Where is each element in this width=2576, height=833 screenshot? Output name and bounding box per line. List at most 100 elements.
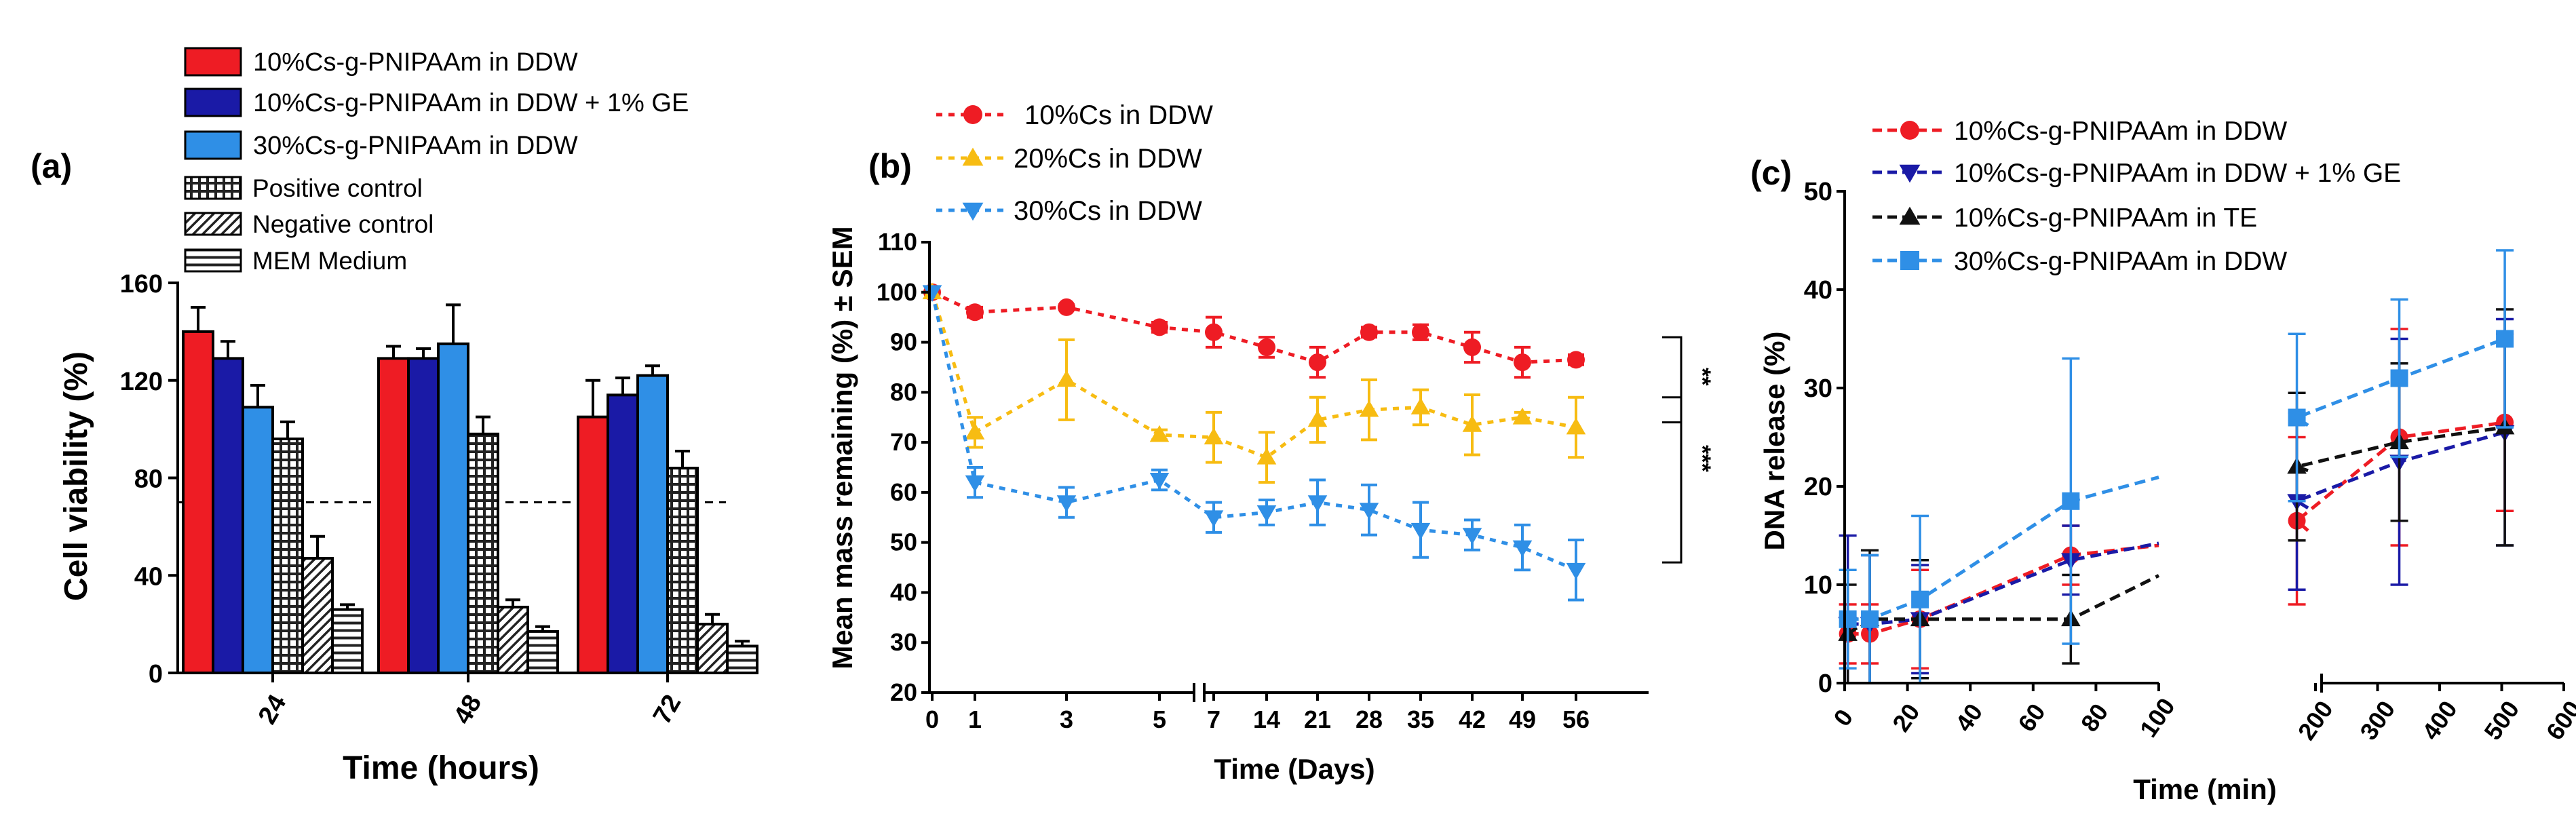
y-tick-label: 20 <box>890 678 917 706</box>
legend-swatch <box>184 176 242 200</box>
panel-c-legend: 10%Cs-g-PNIPAAm in DDW 10%Cs-g-PNIPAAm in… <box>1872 117 2401 276</box>
data-point <box>1056 495 1077 512</box>
x-tick-label: 0 <box>1828 704 1858 731</box>
x-tick-label: 24 <box>253 690 292 729</box>
bar <box>212 357 244 674</box>
y-tick-label: 160 <box>120 270 163 298</box>
x-tick-label: 7 <box>1207 705 1220 733</box>
data-point <box>965 475 985 492</box>
data-point <box>1205 323 1223 341</box>
bar <box>467 432 499 674</box>
bar <box>666 467 699 674</box>
panel-b-line-chart: (b) 10%Cs in DDW 20%Cs in DDW 30%Cs in DDW… <box>826 100 1715 785</box>
panel-a-label: (a) <box>31 147 72 185</box>
bar <box>696 623 729 674</box>
data-point <box>1149 425 1170 442</box>
x-tick-label: 400 <box>2417 695 2463 745</box>
y-tick-label: 20 <box>1804 473 1832 501</box>
panel-b-x-axis-title: Time (Days) <box>1214 753 1374 785</box>
panel-b-significance-brackets: ** *** <box>1662 336 1715 564</box>
y-tick-label: 30 <box>890 628 917 656</box>
series-line-left <box>1847 574 2160 636</box>
legend-label: Positive control <box>252 174 423 202</box>
x-tick-label: 14 <box>1253 705 1280 733</box>
data-point <box>1412 323 1429 341</box>
data-point <box>1204 427 1224 445</box>
data-point <box>1462 528 1482 545</box>
y-tick-label: 40 <box>1804 276 1832 305</box>
legend-label: 10%Cs-g-PNIPAAm in DDW <box>1954 117 2287 146</box>
y-tick-label: 90 <box>890 328 917 356</box>
data-point <box>922 285 942 303</box>
y-tick-label: 120 <box>120 368 163 396</box>
y-tick-label: 10 <box>1804 571 1832 600</box>
data-point <box>2496 330 2514 348</box>
bar <box>726 644 758 674</box>
data-point <box>1360 323 1378 341</box>
x-tick-label: 35 <box>1407 705 1434 733</box>
x-tick-label: 100 <box>2134 693 2180 742</box>
data-point <box>1512 540 1533 558</box>
x-tick-label: 60 <box>2012 699 2051 737</box>
x-tick-label: 300 <box>2354 695 2400 745</box>
data-point <box>1359 400 1379 417</box>
bar <box>437 342 469 674</box>
bar <box>377 357 410 674</box>
x-tick-label: 28 <box>1356 705 1383 733</box>
bar <box>577 415 609 674</box>
panel-c-y-axis-title: DNA release (%) <box>1758 332 1790 551</box>
data-point <box>1058 298 1075 316</box>
bar <box>636 374 669 674</box>
legend-label: 20%Cs in DDW <box>1014 144 1202 174</box>
x-tick-label: 500 <box>2478 695 2524 745</box>
legend-label: 10%Cs-g-PNIPAAm in DDW + 1% GE <box>253 89 689 117</box>
x-tick-label: 5 <box>1153 705 1166 733</box>
y-tick-label: 0 <box>1818 670 1832 698</box>
panel-c-series <box>1838 249 2515 684</box>
legend-marker <box>1899 164 1921 183</box>
data-point <box>1307 410 1328 427</box>
data-point <box>1514 353 1531 372</box>
x-tick-label: 600 <box>2541 695 2576 745</box>
data-point <box>1911 590 1929 608</box>
data-point <box>1204 510 1224 528</box>
data-point <box>1839 610 1857 628</box>
bracket <box>1662 336 1683 424</box>
series-line-left <box>1847 541 2159 626</box>
bar <box>242 406 274 674</box>
series-line-right <box>2292 430 2505 510</box>
panel-a-x-axis-title: Time (hours) <box>343 750 539 786</box>
bar <box>407 357 440 674</box>
significance-triple-star: *** <box>1689 445 1715 472</box>
y-tick-label: 0 <box>149 660 163 689</box>
legend-label: 30%Cs-g-PNIPAAm in DDW <box>1954 247 2287 276</box>
bar <box>182 330 214 674</box>
data-point <box>2062 492 2080 510</box>
x-tick-label: 49 <box>1509 705 1536 733</box>
series-line <box>930 292 1577 460</box>
x-tick-label: 200 <box>2292 695 2339 745</box>
data-point <box>1258 338 1275 356</box>
bar <box>526 629 559 674</box>
legend-swatch <box>184 248 242 273</box>
panel-c-line-chart: (c) 10%Cs-g-PNIPAAm in DDW10%Cs-g-PNIPAA… <box>1750 117 2576 805</box>
data-point <box>1151 318 1168 336</box>
data-point <box>1410 522 1431 540</box>
panel-c-x-axis-title: Time (min) <box>2133 773 2277 805</box>
x-tick-label: 48 <box>448 690 488 729</box>
significance-double-star: ** <box>1689 368 1715 386</box>
y-tick-label: 50 <box>890 528 917 556</box>
x-tick-label: 42 <box>1459 705 1486 733</box>
y-tick-label: 50 <box>1804 178 1832 206</box>
legend-marker <box>963 105 982 124</box>
y-tick-label: 40 <box>134 562 163 591</box>
data-point <box>2288 408 2306 427</box>
legend-label: 10%Cs-g-PNIPAAm in TE <box>1954 204 2257 233</box>
data-point <box>1463 338 1481 356</box>
x-tick-label: 1 <box>968 705 982 733</box>
x-tick-label: 72 <box>648 690 687 729</box>
panel-b-label: (b) <box>868 147 912 185</box>
data-point <box>1566 562 1586 580</box>
legend-swatch <box>184 47 242 77</box>
